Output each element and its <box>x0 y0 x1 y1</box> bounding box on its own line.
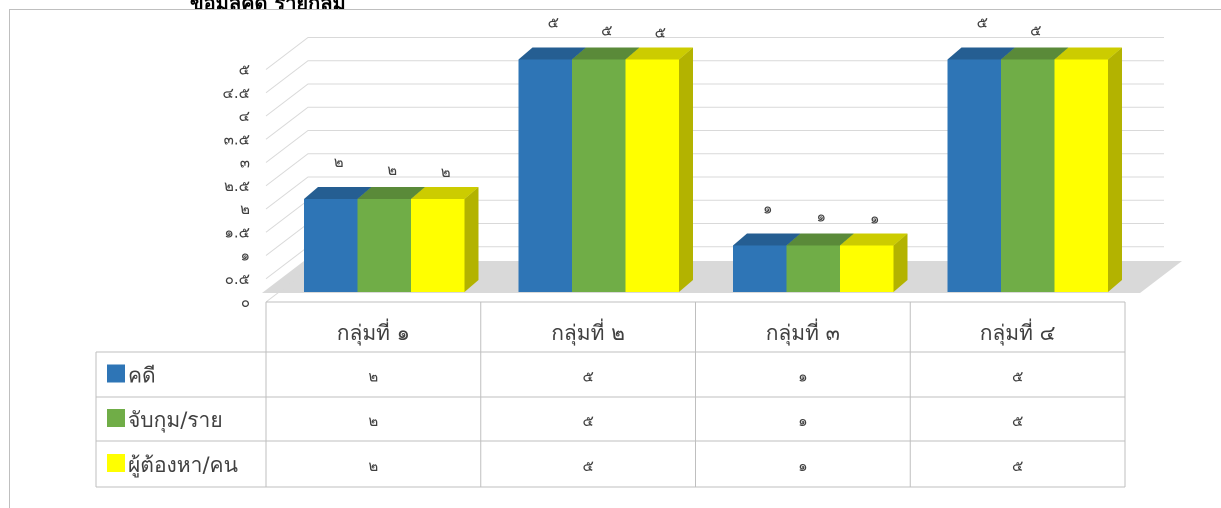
table-value: ๒ <box>368 368 378 386</box>
clipped-title-strip: ข้อมูลคดี รายกลุ่ม <box>0 0 1221 9</box>
y-tick-label: ๑.๕ <box>224 223 250 241</box>
data-label: ๕ <box>601 22 612 40</box>
chart-frame <box>9 9 1221 508</box>
legend-label: คดี <box>128 364 156 388</box>
bar <box>1054 59 1108 292</box>
data-table: กลุ่มที่ ๑ กลุ่มที่ ๒ กลุ่มที่ ๓ กลุ่มที่ ๔… <box>95 301 1126 488</box>
bars <box>304 47 1122 292</box>
bar-top <box>947 47 1015 60</box>
bar <box>840 245 894 292</box>
y-tick-label: ๐ <box>241 293 250 311</box>
gridline <box>265 130 1164 163</box>
table-value: ๕ <box>1012 412 1023 430</box>
gridline <box>265 176 1164 210</box>
data-label: ๕ <box>977 14 988 32</box>
data-label: ๕ <box>655 24 666 42</box>
y-tick-label: ๒.๕ <box>224 177 250 195</box>
data-label: ๑ <box>816 208 826 226</box>
gridline <box>265 60 1164 94</box>
bar <box>357 199 411 292</box>
table-value: ๕ <box>582 457 593 475</box>
category-label: กลุ่มที่ ๒ <box>551 318 625 346</box>
bar-top <box>518 47 586 60</box>
bar-side <box>1108 47 1122 292</box>
bar <box>786 245 840 292</box>
table-value: ๕ <box>1012 457 1023 475</box>
legend-swatch <box>107 409 125 427</box>
bar <box>304 199 358 292</box>
legend-label: ผู้ต้องหา/คน <box>128 453 238 478</box>
y-tick-label: ๔.๕ <box>223 84 250 102</box>
data-label: ๒ <box>334 153 344 171</box>
y-tick-label: ๓.๕ <box>224 130 250 148</box>
data-label: ๕ <box>548 14 559 32</box>
data-label: ๑ <box>763 200 773 218</box>
y-tick-label: ๒ <box>240 200 250 218</box>
gridline <box>265 153 1164 187</box>
y-tick-label: ๔ <box>239 107 250 125</box>
gridline <box>265 83 1164 117</box>
bar-top <box>572 47 640 60</box>
bar-top <box>411 187 479 199</box>
table-value: ๑ <box>798 368 808 386</box>
data-label: ๕ <box>1030 22 1041 40</box>
bar-side <box>464 187 479 292</box>
legend-swatch <box>107 364 125 383</box>
y-axis-ticks: ๐ ๐.๕ ๑ ๑.๕ ๒ ๒.๕ ๓ ๓.๕ ๔ ๔.๕ ๕ <box>223 61 250 312</box>
gridline <box>265 106 1164 140</box>
bar-side <box>679 47 693 292</box>
bar <box>733 245 787 292</box>
bar-top <box>733 233 801 246</box>
bar <box>411 199 465 292</box>
data-label: ๑ <box>870 210 880 228</box>
bar-top <box>840 233 908 246</box>
y-tick-label: ๐.๕ <box>225 270 250 288</box>
table-value: ๒ <box>368 457 378 475</box>
bar <box>947 59 1001 292</box>
table-value: ๕ <box>582 368 593 386</box>
bar <box>572 59 626 292</box>
category-label: กลุ่มที่ ๑ <box>337 318 410 346</box>
bar-top <box>304 187 372 199</box>
table-value: ๕ <box>582 412 593 430</box>
data-label: ๒ <box>441 163 451 181</box>
chart-title-clipped: ข้อมูลคดี รายกลุ่ม <box>190 0 346 9</box>
legend-label: จับกุม/ราย <box>128 408 223 433</box>
table-value: ๑ <box>798 457 808 475</box>
bar-top <box>1001 47 1069 60</box>
data-labels: ๒๒๒๕๕๕๑๑๑๕๕ <box>334 14 1042 228</box>
bar-top <box>625 47 693 60</box>
bar-side <box>893 233 908 292</box>
bar <box>1001 59 1055 292</box>
table-value: ๒ <box>368 412 378 430</box>
category-label: กลุ่มที่ ๓ <box>766 318 840 346</box>
gridline <box>265 37 1164 70</box>
bar <box>625 59 679 292</box>
bar <box>518 59 572 292</box>
bar-top <box>786 233 854 246</box>
y-tick-label: ๓ <box>240 154 250 172</box>
category-label: กลุ่มที่ ๔ <box>980 318 1056 346</box>
y-tick-label: ๕ <box>239 61 250 79</box>
table-value: ๕ <box>1012 368 1023 386</box>
y-tick-label: ๑ <box>240 247 250 265</box>
bar-top <box>1054 47 1122 60</box>
data-label: ๒ <box>387 161 397 179</box>
legend-swatch <box>107 454 125 472</box>
table-value: ๑ <box>798 412 808 430</box>
bar-top <box>357 187 425 199</box>
